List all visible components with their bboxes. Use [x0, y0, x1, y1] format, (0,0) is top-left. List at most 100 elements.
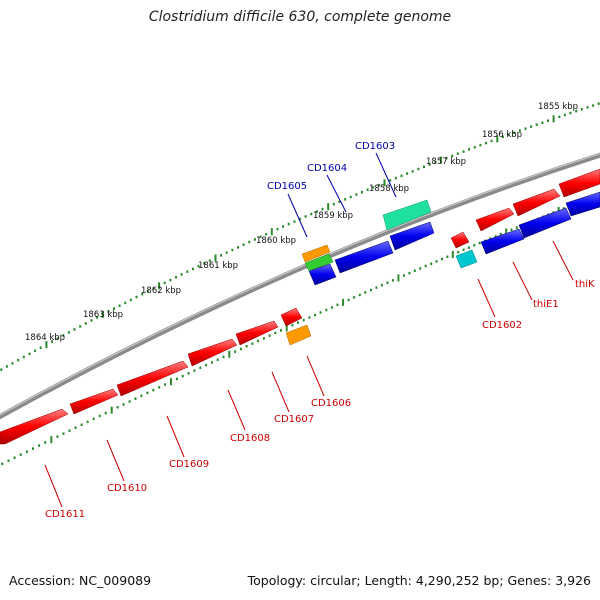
ruler-minor-tick — [375, 286, 378, 289]
ruler-minor-tick — [104, 411, 107, 415]
ruler-minor-tick — [116, 406, 119, 409]
ruler-minor-tick — [293, 220, 296, 223]
gene-cd1610[interactable] — [69, 388, 119, 415]
tick-label-1860: 1860 kbp — [256, 236, 296, 246]
ruler-minor-tick — [332, 202, 335, 206]
ruler-minor-tick — [530, 125, 533, 128]
ruler-major-tick — [214, 254, 217, 262]
ruler-minor-tick — [265, 233, 268, 236]
ruler-minor-tick — [434, 161, 437, 164]
ruler-minor-tick — [501, 135, 504, 139]
ruler-minor-tick — [74, 426, 77, 429]
ruler-minor-tick — [242, 243, 245, 246]
ruler-minor-tick — [302, 318, 305, 322]
ruler-minor-tick — [11, 362, 14, 365]
ruler-major-tick — [439, 156, 442, 164]
ruler-minor-tick — [419, 267, 422, 270]
ruler-minor-tick — [558, 115, 561, 119]
ruler-minor-tick — [38, 444, 41, 447]
gene-blue-4[interactable] — [480, 228, 525, 255]
ruler-minor-tick — [67, 331, 70, 334]
gene-blue-5[interactable] — [518, 207, 572, 239]
ruler-minor-tick — [84, 322, 87, 325]
gene-blue-6[interactable] — [565, 191, 600, 217]
ruler-minor-tick — [372, 186, 375, 189]
ruler-major-tick — [451, 251, 454, 258]
reverse-gene-labels: CD1605 CD1604 CD1603 — [267, 141, 395, 192]
ruler-minor-tick — [456, 152, 459, 155]
ruler-minor-tick — [129, 298, 132, 302]
ruler-minor-tick — [361, 190, 363, 194]
ruler-minor-tick — [424, 264, 427, 268]
ruler-minor-tick — [193, 369, 196, 372]
gene-thik-upper[interactable] — [558, 168, 600, 198]
gene-blue-1[interactable] — [308, 263, 337, 286]
ruler-minor-tick — [208, 259, 211, 262]
ruler-minor-tick — [169, 278, 172, 282]
genome-backbone — [0, 152, 600, 420]
ruler-minor-tick — [441, 257, 443, 261]
gene-upper-red-2[interactable] — [512, 188, 561, 217]
ruler-minor-tick — [377, 183, 380, 187]
ruler-minor-tick — [319, 311, 322, 314]
gene-cd1611[interactable] — [0, 408, 69, 445]
ruler-minor-tick — [79, 325, 82, 328]
gene-cd1602[interactable] — [450, 231, 470, 249]
ruler-major-tick — [50, 436, 53, 444]
ruler-minor-tick — [287, 222, 290, 226]
gene-cd1604-green[interactable] — [304, 253, 334, 272]
gene-cd1606-small[interactable] — [285, 324, 312, 346]
gene-cyan-small[interactable] — [455, 249, 478, 269]
tick-label-1864: 1864 kbp — [25, 333, 65, 343]
ruler-minor-tick — [336, 303, 339, 307]
gene-cd1606[interactable] — [280, 307, 303, 327]
label-cd1611: CD1611 — [45, 509, 85, 520]
ruler-minor-tick — [353, 296, 356, 299]
ruler-minor-tick — [473, 146, 476, 149]
ruler-minor-tick — [56, 435, 59, 438]
ruler-minor-tick — [128, 400, 131, 403]
ruler-minor-tick — [96, 316, 99, 319]
ruler-minor-tick — [282, 225, 285, 228]
ruler-minor-tick — [186, 270, 189, 273]
gene-cd1605-orange[interactable] — [301, 244, 331, 263]
gene-thie1-upper[interactable] — [475, 207, 515, 232]
ruler-minor-tick — [7, 459, 10, 462]
ruler-major-tick — [383, 179, 386, 187]
label-cd1603: CD1603 — [355, 141, 395, 152]
ruler-minor-tick — [297, 321, 299, 324]
gene-blue-3[interactable] — [389, 221, 435, 251]
ruler-minor-tick — [68, 429, 71, 432]
tick-label-1862: 1862 kbp — [141, 286, 181, 296]
ruler-minor-tick — [86, 420, 89, 424]
gene-cd1609[interactable] — [116, 360, 189, 397]
ruler-minor-tick — [490, 139, 493, 143]
ruler-minor-tick — [222, 355, 225, 359]
ruler-minor-tick — [535, 123, 538, 126]
ruler-minor-tick — [408, 271, 411, 275]
ruler-minor-tick — [417, 167, 420, 171]
ruler-minor-tick — [547, 119, 549, 122]
ruler-minor-tick — [140, 394, 143, 398]
ruler-minor-tick — [592, 104, 595, 107]
label-cd1610: CD1610 — [107, 483, 147, 494]
ruler-minor-tick — [467, 246, 470, 249]
gene-cd1607[interactable] — [235, 320, 279, 346]
gene-blue-2[interactable] — [334, 240, 394, 274]
ruler-minor-tick — [423, 165, 425, 169]
ruler-minor-tick — [468, 148, 471, 151]
ruler-minor-tick — [56, 337, 59, 340]
ruler-minor-tick — [304, 215, 307, 218]
ruler-minor-tick — [164, 383, 167, 386]
ruler-minor-tick — [562, 207, 565, 210]
ruler-minor-tick — [175, 276, 177, 279]
ruler-minor-tick — [32, 447, 34, 450]
tick-label-1859: 1859 kbp — [313, 211, 353, 221]
gene-cd1608[interactable] — [187, 338, 238, 367]
ruler-minor-tick — [197, 264, 200, 268]
ruler-minor-tick — [518, 129, 521, 132]
ruler-minor-tick — [369, 288, 372, 292]
ruler-minor-tick — [280, 329, 282, 332]
gene-cd1603-teal[interactable] — [382, 199, 432, 231]
ruler-minor-tick — [22, 355, 25, 359]
